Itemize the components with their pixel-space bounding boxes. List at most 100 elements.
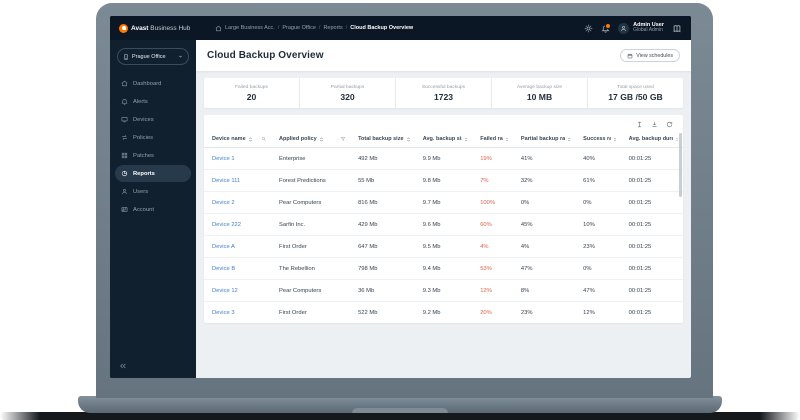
- cell-avg-backup-duration: 00:01:25: [628, 155, 652, 162]
- cell-avg-backup-duration: 00:01:25: [628, 309, 652, 316]
- user-meta: Admin User Global Admin: [633, 22, 664, 34]
- cell-partial-backup-rate: 32%: [520, 177, 533, 184]
- cell-partial-backup-rate: 45%: [520, 221, 533, 228]
- sidebar-item-alerts[interactable]: Alerts: [115, 93, 191, 110]
- stat-failed-backups: Failed backups 20: [204, 78, 300, 108]
- sidebar-item-reports[interactable]: Reports: [115, 165, 191, 182]
- brand-logo[interactable]: Avast Business Hub: [110, 23, 215, 33]
- cell-success-rate: 47%: [583, 287, 595, 294]
- sidebar-item-account[interactable]: Account: [115, 201, 191, 218]
- report-table: Device name Applied policy Total backup: [204, 115, 683, 323]
- app-catalog-icon[interactable]: [672, 24, 681, 33]
- stat-total-space-used: Total space used 17 GB /50 GB: [588, 78, 683, 108]
- sidebar-item-devices[interactable]: Devices: [115, 111, 191, 128]
- cell-applied-policy: First Order: [279, 243, 307, 250]
- cell-success-rate: 61%: [583, 177, 595, 184]
- cell-device-name[interactable]: Device B: [212, 265, 236, 272]
- sort-icon[interactable]: [567, 137, 571, 142]
- sidebar-item-dashboard[interactable]: Dashboard: [115, 75, 191, 92]
- table-row: Device 12 Pear Computers 36 Mb 9.3 Mb 12…: [204, 280, 683, 302]
- stats-summary: Failed backups 20 Partial backups 320 Su…: [204, 78, 683, 108]
- column-settings-icon[interactable]: [636, 121, 643, 128]
- search-icon[interactable]: [261, 136, 267, 142]
- home-icon[interactable]: [215, 25, 222, 32]
- sidebar-collapse-icon[interactable]: [119, 362, 127, 370]
- arrows-exchange-icon: [122, 135, 127, 140]
- cell-device-name[interactable]: Device 111: [212, 177, 241, 184]
- table-row: Device B The Rebellion 798 Mb 9.4 Mb 53%…: [204, 258, 683, 280]
- cell-failed-rate: 53%: [480, 265, 492, 272]
- cell-device-name[interactable]: Device 1: [212, 155, 235, 162]
- stat-label: Total space used: [617, 84, 654, 90]
- cell-partial-backup-rate: 8%: [520, 287, 530, 294]
- table-row: Device 222 Sarfin Inc. 429 Mb 9.6 Mb 60%…: [204, 214, 683, 236]
- cell-avg-backup-size: 9.9 Mb: [422, 155, 441, 162]
- stat-label: Average backup size: [516, 84, 563, 90]
- sort-icon[interactable]: [406, 136, 411, 142]
- filter-icon[interactable]: [340, 136, 346, 142]
- cell-total-backup-size: 816 Mb: [358, 199, 378, 206]
- cell-avg-backup-duration: 00:01:25: [628, 265, 652, 272]
- column-header-avg-backup-size: Avg. backup size: [415, 136, 472, 142]
- cell-failed-rate: 12%: [480, 287, 492, 294]
- content-area: Failed backups 20 Partial backups 320 Su…: [196, 71, 691, 378]
- breadcrumb-item[interactable]: Reports: [323, 25, 343, 31]
- sidebar-item-label: Account: [133, 206, 154, 213]
- page-header: Cloud Backup Overview View schedules: [196, 40, 691, 71]
- sort-icon[interactable]: [464, 137, 468, 142]
- column-header-applied-policy: Applied policy: [271, 136, 350, 142]
- laptop-shadow: [0, 412, 800, 420]
- table-scrollbar[interactable]: [679, 133, 682, 197]
- sort-icon[interactable]: [248, 136, 253, 142]
- sidebar-item-patches[interactable]: Patches: [115, 147, 191, 164]
- table-row: Device 3 First Order 522 Mb 9.2 Mb 20% 2…: [204, 302, 683, 323]
- breadcrumb-current: Cloud Backup Overview: [350, 25, 414, 31]
- sort-icon[interactable]: [613, 137, 617, 142]
- stat-partial-backups: Partial backups 320: [300, 78, 396, 108]
- cell-device-name[interactable]: Device 12: [212, 287, 238, 294]
- sidebar-item-policies[interactable]: Policies: [115, 129, 191, 146]
- cell-device-name[interactable]: Device 2: [212, 199, 235, 206]
- cell-avg-backup-size: 9.7 Mb: [422, 199, 441, 206]
- table-row: Device 2 Pear Computers 816 Mb 9.7 Mb 10…: [204, 192, 683, 214]
- table-row: Device 1 Enterprise 492 Mb 9.9 Mb 19% 41…: [204, 148, 683, 170]
- cell-partial-backup-rate: 4%: [520, 243, 530, 250]
- user-menu[interactable]: Admin User Global Admin: [618, 22, 664, 34]
- cell-device-name[interactable]: Device 222: [212, 221, 242, 228]
- notifications-bell-icon[interactable]: [601, 22, 612, 33]
- cell-failed-rate: 7%: [480, 177, 489, 184]
- page-title: Cloud Backup Overview: [207, 50, 324, 61]
- cell-applied-policy: Forest Predictions: [279, 177, 326, 184]
- org-selector[interactable]: Prague Office: [117, 48, 189, 65]
- cell-avg-backup-size: 9.2 Mb: [422, 309, 441, 316]
- sidebar-item-users[interactable]: Users: [115, 183, 191, 200]
- cell-success-rate: 40%: [583, 155, 595, 162]
- download-icon[interactable]: [651, 121, 658, 128]
- pie-chart-icon: [121, 170, 128, 177]
- cell-success-rate: 10%: [583, 221, 595, 228]
- cell-failed-rate: 19%: [480, 155, 492, 162]
- sort-icon[interactable]: [319, 136, 324, 142]
- refresh-icon[interactable]: [666, 121, 673, 128]
- stat-value: 320: [340, 91, 355, 102]
- laptop-bezel: Avast Business Hub Large Business Acc. /…: [96, 3, 713, 398]
- breadcrumb-item[interactable]: Large Business Acc.: [225, 25, 275, 31]
- breadcrumb-item[interactable]: Prague Office: [282, 25, 316, 31]
- settings-gear-icon[interactable]: [584, 24, 593, 33]
- cell-failed-rate: 4%: [480, 243, 489, 250]
- id-card-icon: [121, 207, 128, 212]
- cell-applied-policy: Pear Computers: [279, 199, 322, 206]
- cell-total-backup-size: 798 Mb: [358, 265, 378, 272]
- cell-applied-policy: The Rebellion: [279, 265, 315, 272]
- sort-icon[interactable]: [675, 137, 679, 142]
- view-schedules-button[interactable]: View schedules: [620, 49, 680, 62]
- cell-device-name[interactable]: Device 3: [212, 309, 235, 316]
- cell-partial-backup-rate: 23%: [520, 309, 533, 316]
- sort-icon[interactable]: [505, 137, 509, 142]
- stat-value: 1723: [433, 91, 454, 102]
- cell-partial-backup-rate: 47%: [520, 265, 533, 272]
- cell-device-name[interactable]: Device A: [212, 243, 235, 250]
- topbar: Avast Business Hub Large Business Acc. /…: [110, 16, 691, 40]
- column-header-avg-backup-duration: Avg. backup duration: [621, 136, 683, 142]
- home-icon: [121, 80, 128, 87]
